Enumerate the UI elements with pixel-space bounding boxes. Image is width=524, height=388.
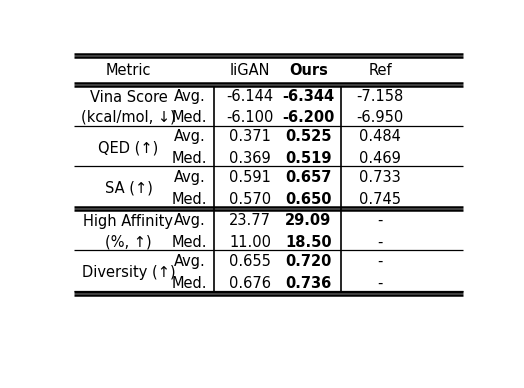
Text: 0.657: 0.657: [285, 170, 332, 185]
Text: -: -: [377, 254, 383, 269]
Text: Avg.: Avg.: [173, 213, 205, 228]
Text: SA (↑): SA (↑): [104, 181, 152, 196]
Text: Avg.: Avg.: [173, 254, 205, 269]
Text: Avg.: Avg.: [173, 170, 205, 185]
Text: Med.: Med.: [172, 235, 207, 250]
Text: 0.469: 0.469: [359, 151, 401, 166]
Text: Ours: Ours: [289, 63, 328, 78]
Text: 0.591: 0.591: [230, 170, 271, 185]
Text: Med.: Med.: [172, 275, 207, 291]
Text: 0.519: 0.519: [285, 151, 332, 166]
Text: 23.77: 23.77: [230, 213, 271, 228]
Text: Med.: Med.: [172, 111, 207, 125]
Text: -6.344: -6.344: [282, 89, 334, 104]
Text: 0.369: 0.369: [230, 151, 271, 166]
Text: 0.570: 0.570: [229, 192, 271, 207]
Text: 0.676: 0.676: [230, 275, 271, 291]
Text: Vina Score
(kcal/mol, ↓): Vina Score (kcal/mol, ↓): [81, 90, 176, 125]
Text: 0.650: 0.650: [285, 192, 332, 207]
Text: Avg.: Avg.: [173, 89, 205, 104]
Text: -: -: [377, 275, 383, 291]
Text: 0.525: 0.525: [285, 129, 332, 144]
Text: 0.371: 0.371: [230, 129, 271, 144]
Text: 0.736: 0.736: [285, 275, 332, 291]
Text: -6.144: -6.144: [227, 89, 274, 104]
Text: 11.00: 11.00: [230, 235, 271, 250]
Text: 18.50: 18.50: [285, 235, 332, 250]
Text: Med.: Med.: [172, 151, 207, 166]
Text: -: -: [377, 235, 383, 250]
Text: 0.484: 0.484: [359, 129, 401, 144]
Text: liGAN: liGAN: [230, 63, 270, 78]
Text: High Affinity
(%, ↑): High Affinity (%, ↑): [83, 214, 173, 249]
Text: Avg.: Avg.: [173, 129, 205, 144]
Text: 0.745: 0.745: [359, 192, 401, 207]
Text: Metric: Metric: [106, 63, 151, 78]
Text: Ref: Ref: [368, 63, 392, 78]
Text: 29.09: 29.09: [285, 213, 332, 228]
Text: -7.158: -7.158: [357, 89, 404, 104]
Text: 0.733: 0.733: [359, 170, 401, 185]
Text: QED (↑): QED (↑): [99, 140, 159, 155]
Text: -6.100: -6.100: [226, 111, 274, 125]
Text: 0.655: 0.655: [230, 254, 271, 269]
Text: -6.950: -6.950: [357, 111, 404, 125]
Text: -6.200: -6.200: [282, 111, 334, 125]
Text: 0.720: 0.720: [285, 254, 332, 269]
Text: -: -: [377, 213, 383, 228]
Text: Med.: Med.: [172, 192, 207, 207]
Text: Diversity (↑): Diversity (↑): [82, 265, 175, 280]
